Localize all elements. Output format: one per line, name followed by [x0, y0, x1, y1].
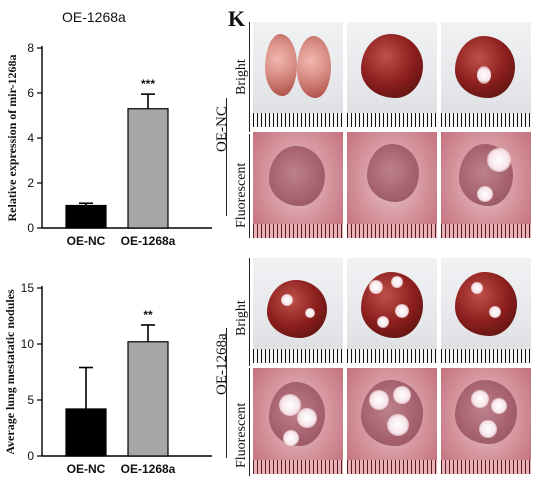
significance-label: **: [143, 308, 153, 322]
chart-mir1268a-expression: OE-1268a 0 2 4 6 8 Relative expression of mir-…: [5, 9, 212, 248]
photo-oe-1268a-fluorescent-3: [441, 368, 531, 474]
photo-oe-nc-fluorescent-1: [253, 132, 343, 238]
y-tick-label: 0: [27, 221, 34, 235]
group-label-oe-nc: OE-NC: [214, 106, 230, 152]
photo-oe-nc-bright-1: [253, 22, 343, 127]
y-tick-label: 4: [27, 131, 34, 145]
photo-oe-1268a-bright-1: [253, 258, 343, 363]
photo-oe-1268a-bright-2: [347, 258, 437, 363]
x-tick-label: OE-NC: [67, 462, 106, 476]
panel-letter: K: [228, 6, 246, 31]
bar-oe-1268a: [127, 341, 169, 457]
photo-oe-nc-fluorescent-3: [441, 132, 531, 238]
photo-oe-nc-bright-2: [347, 22, 437, 127]
row-label-fluorescent-bottom: Fluorescent: [234, 402, 249, 468]
bar-charts: OE-1268a 0 2 4 6 8 Relative expression of mir-…: [3, 9, 212, 476]
y-tick-label: 6: [27, 86, 34, 100]
y-tick-label: 15: [21, 281, 35, 295]
x-tick-label: OE-1268a: [121, 462, 176, 476]
row-label-bright-bottom: Bright: [234, 300, 249, 336]
row-divider-bright-top: [249, 22, 250, 132]
photo-oe-nc-bright-3: [441, 22, 531, 127]
photo-oe-1268a-fluorescent-1: [253, 368, 343, 474]
row-divider-bright-bottom: [249, 258, 250, 366]
y-tick-label: 5: [27, 393, 34, 407]
row-divider-fluorescent-bottom: [249, 368, 250, 476]
group-label-oe-1268a: OE-1268a: [214, 333, 230, 395]
y-axis-label: Average lung mestatatic nodules: [3, 289, 17, 455]
y-tick-label: 0: [27, 449, 34, 463]
photo-oe-1268a-bright-3: [441, 258, 531, 363]
bar-oe-nc: [65, 408, 107, 457]
row-label-fluorescent-top: Fluorescent: [234, 162, 249, 228]
y-tick-label: 2: [27, 176, 34, 190]
y-tick-label: 8: [27, 41, 34, 55]
chart-title: OE-1268a: [62, 9, 126, 25]
group-bracket-bottom: [226, 328, 227, 458]
x-tick-label: OE-NC: [67, 234, 106, 248]
row-divider-fluorescent-top: [249, 134, 250, 238]
chart-lung-nodules: 0 5 10 15 Average lung mestatatic nodules OE-…: [3, 281, 212, 476]
bar-oe-nc: [65, 204, 107, 229]
y-axis-label: Relative expression of mir-1268a: [5, 55, 19, 222]
row-label-bright-top: Bright: [234, 59, 249, 95]
bar-oe-1268a: [127, 108, 169, 229]
y-tick-label: 10: [21, 337, 35, 351]
x-tick-label: OE-1268a: [121, 234, 176, 248]
group-bracket-top: [226, 98, 227, 216]
significance-label: ***: [141, 77, 155, 91]
photo-oe-nc-fluorescent-2: [347, 132, 437, 238]
photo-oe-1268a-fluorescent-2: [347, 368, 437, 474]
